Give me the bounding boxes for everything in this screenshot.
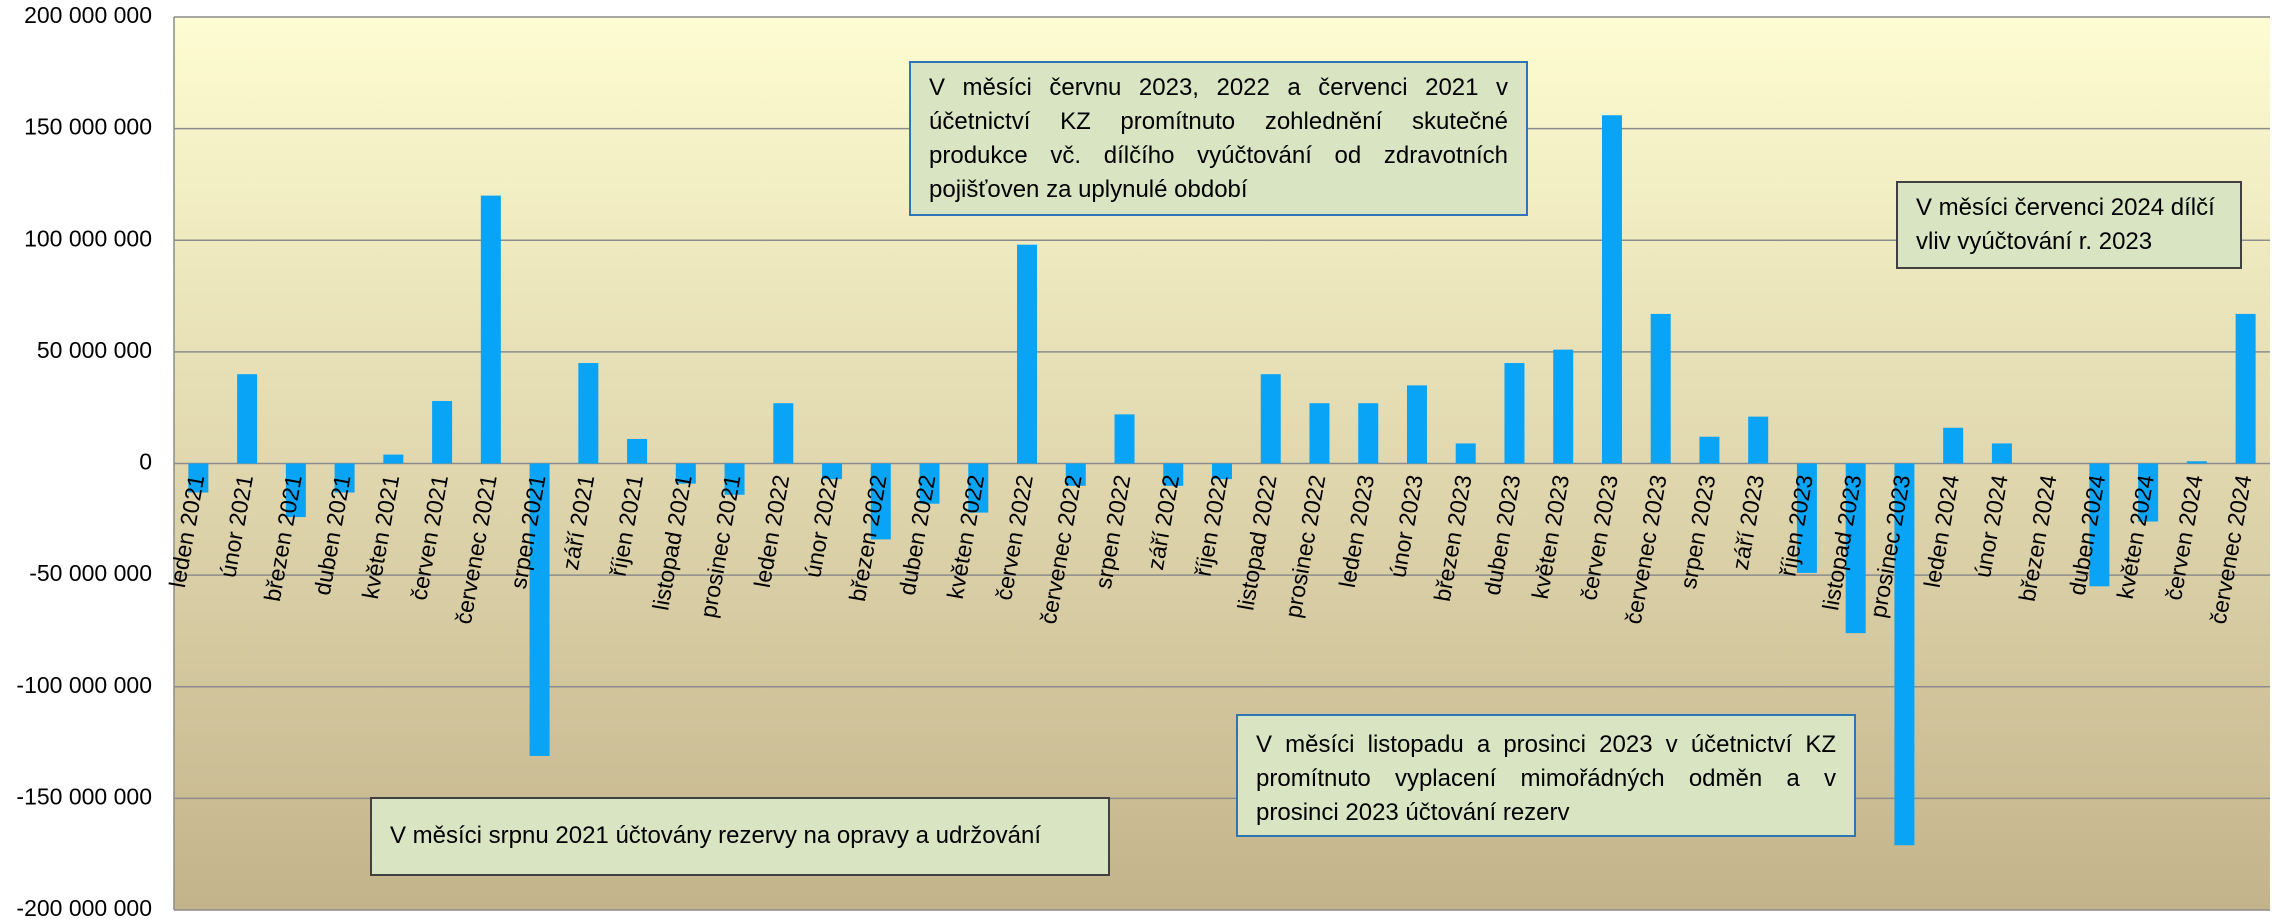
bar — [1260, 374, 1281, 464]
y-tick-label: 50 000 000 — [37, 337, 152, 363]
bar — [773, 403, 794, 464]
bar — [334, 463, 355, 493]
bar — [480, 195, 501, 464]
bar — [285, 463, 306, 518]
bar — [1455, 443, 1476, 464]
bar — [1065, 463, 1086, 486]
bar — [1991, 443, 2012, 464]
bar — [675, 463, 696, 484]
bar — [1406, 385, 1427, 464]
bar — [1650, 313, 1671, 464]
bar — [2186, 461, 2207, 464]
bar — [2089, 463, 2110, 587]
bar — [1699, 436, 1720, 464]
bar — [968, 463, 989, 513]
bar — [529, 463, 550, 756]
bar — [1748, 416, 1769, 464]
bar — [1943, 427, 1964, 464]
bar — [1114, 414, 1135, 464]
bar — [1163, 463, 1184, 486]
bar — [1894, 463, 1915, 846]
y-tick-label: -150 000 000 — [16, 783, 152, 809]
bar — [188, 463, 209, 493]
y-tick-label: 200 000 000 — [24, 2, 152, 28]
bar — [2235, 313, 2256, 464]
bar — [1212, 463, 1232, 480]
y-tick-label: 100 000 000 — [24, 225, 152, 251]
annotation: V měsíci červenci 2024 dílčí vliv vyúčto… — [1896, 181, 2242, 269]
bar — [1309, 403, 1330, 464]
annotation: V měsíci srpnu 2021 účtovány rezervy na … — [370, 797, 1110, 876]
bar — [237, 374, 258, 464]
bar — [822, 463, 843, 480]
bar — [627, 438, 648, 464]
annotation: V měsíci listopadu a prosinci 2023 v úče… — [1236, 714, 1856, 837]
bar — [1845, 463, 1866, 634]
y-tick-label: -100 000 000 — [16, 672, 152, 698]
y-tick-label: -50 000 000 — [29, 560, 152, 586]
bar — [1601, 115, 1622, 464]
bar — [1504, 363, 1525, 464]
bar — [432, 400, 453, 464]
y-tick-label: 150 000 000 — [24, 114, 152, 140]
y-tick-label: -200 000 000 — [16, 895, 152, 921]
bar — [1358, 403, 1379, 464]
bar — [919, 463, 940, 504]
bar — [383, 454, 404, 464]
annotation: V měsíci červnu 2023, 2022 a červenci 20… — [909, 61, 1528, 216]
bar — [724, 463, 745, 495]
bar — [870, 463, 891, 540]
bar — [1017, 244, 1038, 464]
bar — [2138, 463, 2159, 522]
bar — [1553, 349, 1574, 464]
y-tick-label: 0 — [139, 449, 152, 475]
bar — [578, 363, 599, 464]
bar — [1796, 463, 1817, 573]
